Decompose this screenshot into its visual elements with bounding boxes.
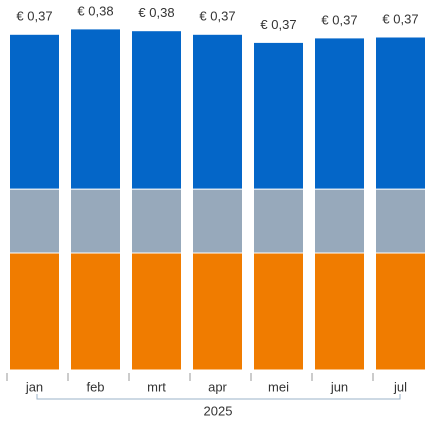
bar-segment — [192, 33, 243, 190]
group-bracket — [36, 394, 401, 400]
bar-segment — [131, 252, 182, 371]
bar-segment — [314, 37, 365, 190]
bar-segment — [9, 252, 60, 371]
bar-segment — [70, 252, 121, 371]
bar-segment — [253, 188, 304, 254]
bar-segment — [375, 252, 426, 371]
bar-segment — [9, 33, 60, 190]
x-tick-label: apr — [208, 379, 227, 394]
total-label: € 0,37 — [382, 11, 418, 26]
x-tick-label: mrt — [147, 379, 166, 394]
bar-segment — [375, 188, 426, 254]
x-tick-label: jan — [25, 379, 43, 394]
bar-segment — [131, 30, 182, 190]
bar-segment — [253, 252, 304, 371]
bar-segment — [192, 188, 243, 254]
total-label: € 0,37 — [260, 17, 296, 32]
bar-segment — [70, 28, 121, 190]
bar-segment — [314, 252, 365, 371]
bar-segment — [131, 188, 182, 254]
total-label: € 0,37 — [199, 9, 235, 24]
total-label: € 0,37 — [16, 9, 52, 24]
group-label: 2025 — [204, 403, 233, 418]
bar-segment — [314, 188, 365, 254]
bar-segment — [375, 36, 426, 190]
total-label: € 0,37 — [321, 12, 357, 27]
bar-segment — [253, 41, 304, 190]
x-tick-label: feb — [86, 379, 104, 394]
total-label: € 0,38 — [77, 3, 113, 18]
x-tick-label: jun — [330, 379, 348, 394]
total-label: € 0,38 — [138, 5, 174, 20]
x-tick-label: jul — [393, 379, 407, 394]
bar-segment — [70, 188, 121, 254]
x-tick-label: mei — [268, 379, 289, 394]
bar-segment — [192, 252, 243, 371]
bar-segment — [9, 188, 60, 254]
